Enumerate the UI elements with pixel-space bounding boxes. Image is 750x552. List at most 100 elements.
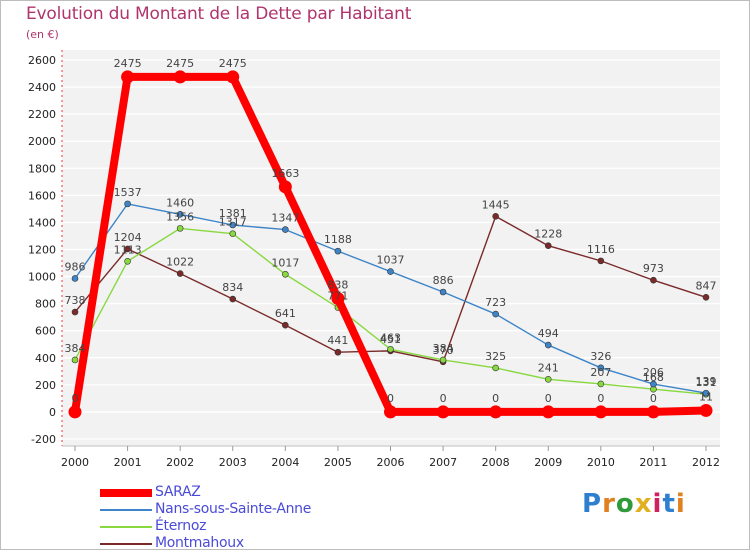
data-label-s3-12: 847 [696,279,717,292]
data-label-s0-7: 0 [440,392,447,405]
data-label-s3-11: 973 [643,262,664,275]
data-label-s1-9: 494 [538,327,559,340]
data-label-s0-3: 2475 [219,57,247,70]
x-tick-label-5: 2005 [324,456,352,469]
y-tick-label-0: -200 [31,433,56,446]
data-label-s1-6: 1037 [377,254,405,267]
series-3-point-11 [650,276,657,284]
y-tick-label-7: 1200 [28,244,56,257]
y-tick-label-9: 1600 [28,189,56,202]
legend-swatch-0 [100,489,152,497]
series-0-point-3 [226,70,240,84]
data-label-s3-8: 1445 [482,198,510,211]
legend-swatch-2 [100,526,152,528]
series-2-point-8 [492,364,499,372]
data-label-s2-4: 1017 [271,256,299,269]
data-label-s3-4: 641 [275,307,296,320]
data-label-s2-7: 384 [433,342,454,355]
x-tick-label-1: 2001 [114,456,142,469]
series-0-point-8 [489,405,503,419]
series-1-point-10 [597,364,605,372]
series-0-point-10 [594,405,608,419]
series-1-point-2 [176,211,184,218]
data-label-s1-3: 1381 [219,207,247,220]
legend-swatch-3 [100,543,152,545]
series-2-point-0 [71,356,79,364]
series-2-point-4 [282,270,289,278]
data-label-s1-10: 326 [590,350,611,363]
data-label-s1-2: 1460 [166,196,194,209]
plot-area [62,50,720,446]
series-0-point-5 [331,291,345,305]
y-tick-label-4: 600 [35,325,56,338]
series-0-point-9 [541,405,555,419]
series-1-point-1 [124,200,131,208]
data-label-s0-8: 0 [492,392,499,405]
series-2-point-6 [387,345,394,353]
data-label-s0-5: 838 [327,278,348,291]
y-tick-label-3: 400 [35,352,56,365]
data-label-s1-12: 139 [696,375,717,388]
series-1-point-6 [387,268,394,275]
data-label-s3-10: 1116 [587,243,615,256]
x-tick-label-10: 2010 [587,456,615,469]
data-label-s1-1: 1537 [114,186,142,199]
series-1-point-9 [544,341,552,349]
chart-subtitle: (en €) [26,28,59,41]
x-tick-label-11: 2011 [639,456,667,469]
series-3-point-1 [124,245,131,253]
data-label-s0-6: 0 [387,392,394,405]
x-tick-label-3: 2003 [219,456,247,469]
series-0-point-11 [646,405,660,419]
series-1-point-12 [702,389,710,397]
data-label-s3-3: 834 [222,281,243,294]
x-tick-label-7: 2007 [429,456,457,469]
series-1-point-11 [650,380,657,388]
series-0-point-4 [278,180,292,194]
series-3-point-3 [229,295,237,303]
legend-label-3: Montmahoux [155,535,244,551]
x-tick-label-2: 2002 [166,456,194,469]
legend-label-1: Nans-sous-Sainte-Anne [155,501,312,517]
data-label-s2-1: 1113 [114,243,142,256]
data-label-s0-9: 0 [545,392,552,405]
data-label-s2-2: 1356 [166,210,194,223]
data-label-s2-8: 325 [485,350,506,363]
y-tick-label-11: 2000 [28,135,56,148]
series-3-point-4 [282,321,289,329]
data-label-s2-11: 168 [643,371,664,384]
y-tick-label-14: 2600 [28,54,56,67]
series-3-point-8 [492,213,499,220]
data-label-s3-9: 1228 [534,228,562,241]
data-label-s3-6: 451 [380,333,401,346]
series-0-point-0 [68,405,82,419]
data-label-s3-7: 370 [433,344,454,357]
x-tick-label-8: 2008 [482,456,510,469]
y-tick-label-1: 0 [49,406,56,419]
series-3-point-2 [176,270,184,277]
data-label-s3-0: 738 [65,294,86,307]
series-1-point-0 [71,275,79,282]
data-label-s2-10: 207 [590,366,611,379]
data-label-s2-6: 463 [380,331,401,344]
data-label-s0-11: 0 [650,392,657,405]
series-3-point-0 [71,308,79,316]
series-2-point-1 [124,257,131,265]
series-1-point-5 [334,247,342,255]
x-tick-label-9: 2009 [534,456,562,469]
data-label-s0-2: 2475 [166,57,194,70]
y-tick-label-5: 800 [35,298,56,311]
series-0-point-1 [121,70,135,84]
chart-title: Evolution du Montant de la Dette par Hab… [26,4,412,24]
series-3-point-9 [544,242,552,250]
proxiti-logo: Proxiti [582,489,686,519]
y-tick-label-10: 1800 [28,162,56,175]
data-label-s1-4: 1347 [271,212,299,225]
series-2-point-10 [597,380,605,388]
data-label-s3-2: 1022 [166,256,194,269]
legend-swatch-1 [100,509,152,511]
x-tick-label-4: 2004 [271,456,299,469]
data-label-s2-3: 1317 [219,216,247,229]
x-tick-label-0: 2000 [61,456,89,469]
data-label-s3-1: 1204 [114,231,142,244]
